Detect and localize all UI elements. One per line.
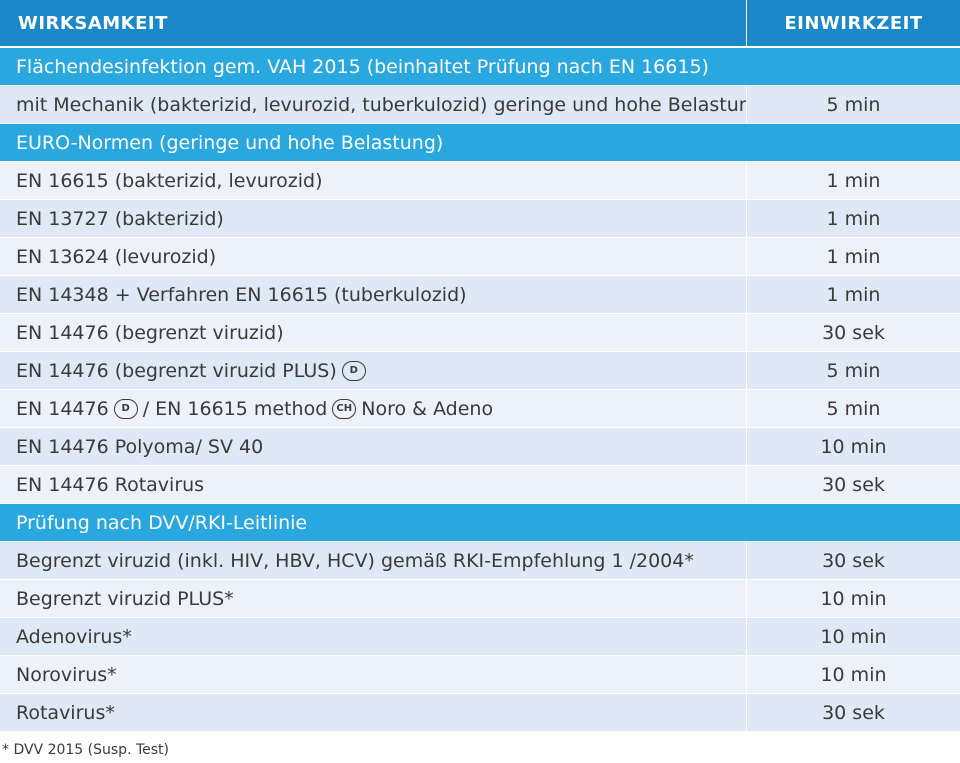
efficacy-label: EN 14476 (begrenzt viruzid PLUS) D [0,352,746,389]
contact-time: 1 min [746,238,960,275]
efficacy-label: Begrenzt viruzid PLUS* [16,587,234,610]
table-row: EN 14476 Polyoma/ SV 40 10 min [0,428,960,466]
efficacy-label: EN 13624 (levurozid) [16,245,217,268]
table-row: EN 14476 Rotavirus 30 sek [0,466,960,504]
table-row: Rotavirus* 30 sek [0,694,960,732]
contact-time: 30 sek [746,314,960,351]
efficacy-label: EN 13727 (bakterizid) [16,207,224,230]
label-text: EN 14476 (begrenzt viruzid PLUS) [16,359,337,382]
efficacy-label: EN 14476 Rotavirus [16,473,205,496]
contact-time: 30 sek [746,542,960,579]
table-row: EN 14348 + Verfahren EN 16615 (tuberkulo… [0,276,960,314]
table-row: Begrenzt viruzid (inkl. HIV, HBV, HCV) g… [0,542,960,580]
contact-time: 5 min [746,352,960,389]
section-title: Prüfung nach DVV/RKI-Leitlinie [16,511,308,534]
efficacy-table: WIRKSAMKEIT EINWIRKZEIT Flächendesinfekt… [0,0,960,732]
contact-time: 1 min [746,276,960,313]
label-text: Noro & Adeno [361,397,494,420]
efficacy-label: EN 14348 + Verfahren EN 16615 (tuberkulo… [16,283,467,306]
table-row: EN 14476 (begrenzt viruzid PLUS) D 5 min [0,352,960,390]
table-row: Begrenzt viruzid PLUS* 10 min [0,580,960,618]
contact-time: 10 min [746,428,960,465]
header-wirksamkeit: WIRKSAMKEIT [18,12,168,34]
efficacy-label: Norovirus* [16,663,117,686]
header-einwirkzeit: EINWIRKZEIT [746,0,960,46]
efficacy-label: EN 14476 Polyoma/ SV 40 [16,435,264,458]
section-header: Flächendesinfektion gem. VAH 2015 (beinh… [0,48,960,86]
table-row: EN 14476 (begrenzt viruzid) 30 sek [0,314,960,352]
country-badge-icon: D [341,360,366,381]
contact-time: 10 min [746,656,960,693]
country-badge-icon: CH [332,398,357,419]
table-row: EN 13727 (bakterizid) 1 min [0,200,960,238]
table-row: EN 14476 D / EN 16615 method CH Noro & Adeno… [0,390,960,428]
efficacy-label: Rotavirus* [16,701,115,724]
section-header: EURO-Normen (geringe und hohe Belastung) [0,124,960,162]
contact-time: 5 min [746,86,960,123]
efficacy-label: mit Mechanik (bakterizid, levurozid, tub… [16,93,746,116]
table-row: Norovirus* 10 min [0,656,960,694]
efficacy-label: Begrenzt viruzid (inkl. HIV, HBV, HCV) g… [16,549,694,572]
table-row: mit Mechanik (bakterizid, levurozid, tub… [0,86,960,124]
contact-time: 5 min [746,390,960,427]
section-header: Prüfung nach DVV/RKI-Leitlinie [0,504,960,542]
contact-time: 1 min [746,200,960,237]
table-body: Flächendesinfektion gem. VAH 2015 (beinh… [0,48,960,732]
section-title: Flächendesinfektion gem. VAH 2015 (beinh… [16,55,709,78]
table-row: EN 13624 (levurozid) 1 min [0,238,960,276]
section-title: EURO-Normen (geringe und hohe Belastung) [16,131,444,154]
contact-time: 30 sek [746,694,960,731]
efficacy-label: EN 16615 (bakterizid, levurozid) [16,169,323,192]
footnote: * DVV 2015 (Susp. Test) [2,742,170,758]
contact-time: 30 sek [746,466,960,503]
efficacy-label: Adenovirus* [16,625,132,648]
table-row: Adenovirus* 10 min [0,618,960,656]
label-text: / EN 16615 method [142,397,328,420]
contact-time: 10 min [746,580,960,617]
contact-time: 1 min [746,162,960,199]
efficacy-label: EN 14476 (begrenzt viruzid) [16,321,284,344]
country-badge-icon: D [113,398,138,419]
table-row: EN 16615 (bakterizid, levurozid) 1 min [0,162,960,200]
efficacy-label: EN 14476 D / EN 16615 method CH Noro & Adeno [0,390,746,427]
table-header: WIRKSAMKEIT EINWIRKZEIT [0,0,960,48]
label-text: EN 14476 [16,397,109,420]
contact-time: 10 min [746,618,960,655]
